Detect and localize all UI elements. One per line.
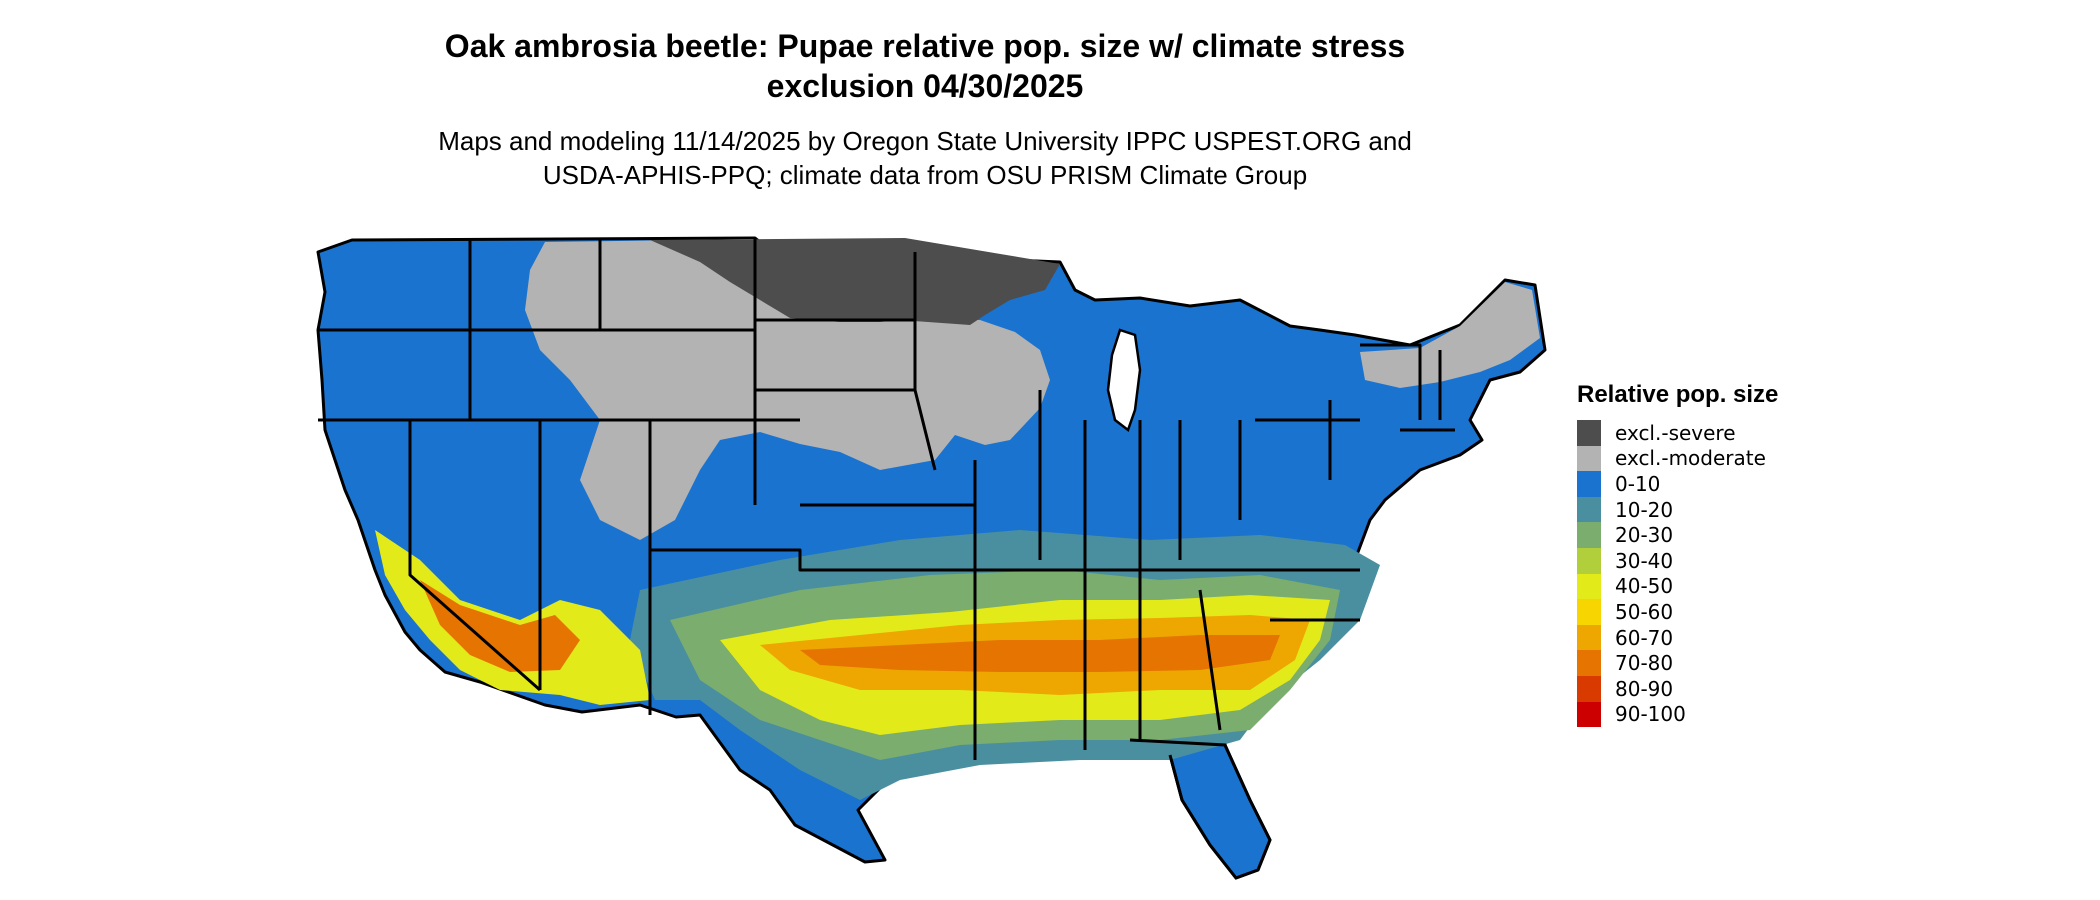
map-subtitle-line-2: USDA-APHIS-PPQ; climate data from OSU PR… bbox=[542, 160, 1308, 190]
legend-swatch bbox=[1577, 624, 1601, 651]
map-title-line-2: exclusion 04/30/2025 bbox=[766, 68, 1084, 104]
legend-swatch bbox=[1577, 573, 1601, 600]
us-map bbox=[316, 236, 1547, 880]
state-borders bbox=[318, 238, 1455, 760]
legend-label: 40-50 bbox=[1615, 574, 1674, 599]
legend-label: excl.-moderate bbox=[1615, 446, 1766, 471]
legend-swatch bbox=[1577, 599, 1601, 625]
florida-outline bbox=[1129, 738, 1272, 880]
legend-label: 20-30 bbox=[1615, 523, 1674, 548]
legend-swatch bbox=[1577, 445, 1601, 472]
legend-label: 10-20 bbox=[1615, 497, 1674, 522]
legend-item: 30-40 bbox=[1577, 547, 1778, 574]
legend-swatch bbox=[1577, 650, 1601, 676]
map-subtitle-line-1: Maps and modeling 11/14/2025 by Oregon S… bbox=[438, 126, 1412, 156]
legend-item: 70-80 bbox=[1577, 650, 1778, 676]
legend-item: 0-10 bbox=[1577, 471, 1778, 497]
legend-item: 50-60 bbox=[1577, 599, 1778, 625]
legend-swatch bbox=[1577, 420, 1601, 446]
legend-item: 20-30 bbox=[1577, 522, 1778, 548]
legend-swatch bbox=[1577, 547, 1601, 574]
zone-sw-yellow bbox=[375, 530, 650, 705]
legend-swatch bbox=[1577, 675, 1601, 702]
legend-item: excl.-moderate bbox=[1577, 445, 1778, 472]
legend-swatch bbox=[1577, 701, 1601, 728]
legend-item: excl.-severe bbox=[1577, 420, 1778, 446]
zone-excl-severe bbox=[650, 238, 1060, 325]
map-title: Oak ambrosia beetle: Pupae relative pop.… bbox=[0, 26, 1850, 106]
map-subtitle: Maps and modeling 11/14/2025 by Oregon S… bbox=[0, 124, 1850, 192]
legend-swatch bbox=[1577, 522, 1601, 548]
legend-label: 0-10 bbox=[1615, 471, 1661, 496]
lake-michigan bbox=[1106, 328, 1142, 433]
legend-label: 50-60 bbox=[1615, 599, 1674, 624]
legend-item: 90-100 bbox=[1577, 701, 1778, 728]
legend-label: excl.-severe bbox=[1615, 420, 1736, 445]
map-title-line-1: Oak ambrosia beetle: Pupae relative pop.… bbox=[444, 28, 1406, 64]
legend-item: 60-70 bbox=[1577, 624, 1778, 651]
legend-items: excl.-severe excl.-moderate 0-10 10-20 20-30… bbox=[1577, 420, 1778, 728]
legend-label: 30-40 bbox=[1615, 548, 1674, 573]
legend-label: 80-90 bbox=[1615, 676, 1674, 701]
legend-item: 40-50 bbox=[1577, 573, 1778, 600]
zone-excl-moderate-northeast bbox=[1360, 282, 1540, 388]
legend-label: 60-70 bbox=[1615, 625, 1674, 650]
zone-70-80 bbox=[800, 635, 1280, 672]
legend: Relative pop. size excl.-severe excl.-mod… bbox=[1577, 380, 1779, 728]
legend-label: 70-80 bbox=[1615, 651, 1674, 676]
legend-swatch bbox=[1577, 496, 1601, 523]
legend-label: 90-100 bbox=[1615, 702, 1686, 727]
legend-swatch bbox=[1577, 471, 1601, 497]
legend-title: Relative pop. size bbox=[1577, 381, 1779, 408]
legend-item: 80-90 bbox=[1577, 675, 1778, 702]
legend-item: 10-20 bbox=[1577, 496, 1778, 523]
